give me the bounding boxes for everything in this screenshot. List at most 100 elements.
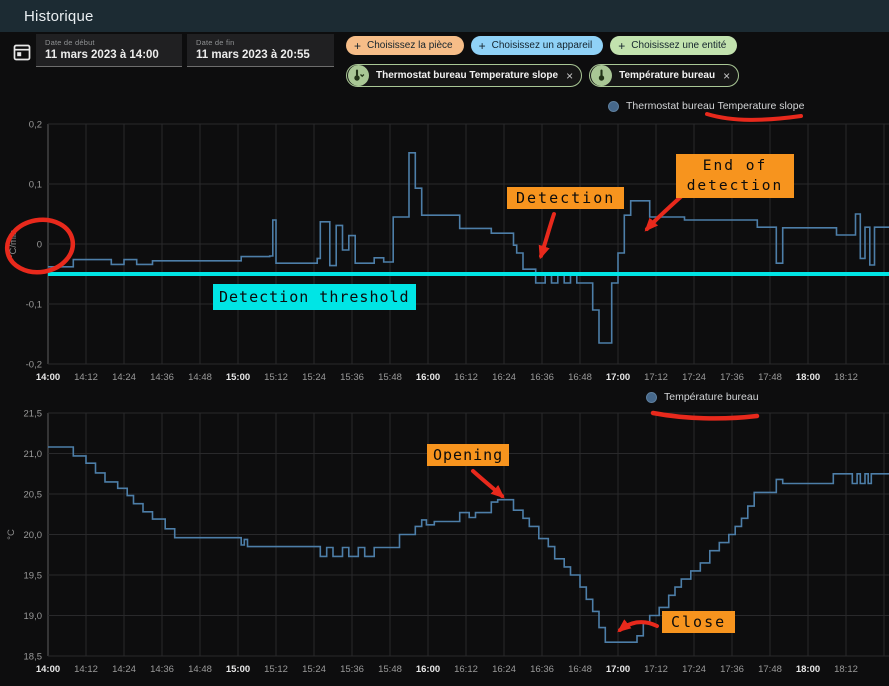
x-tick-label: 15:48 — [378, 664, 402, 675]
y-tick-label: 20,0 — [24, 530, 43, 541]
plus-icon: + — [354, 38, 362, 53]
end-date-label: Date de fin — [196, 38, 235, 47]
x-tick-label: 16:00 — [416, 372, 440, 383]
y-tick-label: 20,5 — [24, 490, 43, 501]
calendar-icon-svg — [13, 44, 31, 61]
remove-entity-icon[interactable]: × — [566, 68, 574, 83]
x-tick-label: 16:36 — [530, 372, 554, 383]
x-tick-label: 14:36 — [150, 372, 174, 383]
x-tick-label: 14:48 — [188, 664, 212, 675]
x-tick-label: 17:36 — [720, 372, 744, 383]
detection-annotation: Detection — [507, 187, 625, 209]
x-tick-label: 15:24 — [302, 664, 326, 675]
chart2-legend[interactable]: Température bureau — [646, 391, 759, 403]
x-tick-label: 16:24 — [492, 372, 516, 383]
choose-device-label: Choisissez un appareil — [491, 40, 593, 51]
x-tick-label: 14:12 — [74, 664, 98, 675]
x-tick-label: 16:12 — [454, 372, 478, 383]
y-tick-label: 21,0 — [24, 449, 43, 460]
x-tick-label: 15:36 — [340, 664, 364, 675]
plus-icon: + — [618, 38, 626, 53]
chart-line-series[interactable] — [48, 152, 889, 344]
x-tick-label: 17:24 — [682, 372, 706, 383]
x-tick-label: 17:00 — [606, 372, 630, 383]
x-tick-label: 14:00 — [36, 664, 60, 675]
x-tick-label: 16:36 — [530, 664, 554, 675]
chart1-legend-label: Thermostat bureau Temperature slope — [626, 100, 805, 112]
toolbar: Date de début 11 mars 2023 à 14:00 Date … — [0, 32, 889, 96]
y-tick-label: 0,1 — [29, 180, 42, 191]
y-tick-label: 0,2 — [29, 120, 42, 131]
x-tick-label: 15:24 — [302, 372, 326, 383]
choose-device-button[interactable]: + Choisissez un appareil — [470, 36, 604, 55]
entity-chip-row: Thermostat bureau Temperature slope × Te… — [346, 64, 740, 87]
entity-chip-label: Température bureau — [619, 70, 716, 81]
choose-area-label: Choisissez la pièce — [367, 40, 453, 51]
x-tick-label: 15:00 — [226, 372, 250, 383]
x-tick-label: 16:00 — [416, 664, 440, 675]
y-axis-title: °C — [6, 529, 17, 540]
entity-chip-temperature-bureau[interactable]: Température bureau × — [589, 64, 740, 87]
chart2-legend-label: Température bureau — [664, 391, 759, 403]
start-date-label: Date de début — [45, 38, 95, 47]
chart1-legend[interactable]: Thermostat bureau Temperature slope — [608, 100, 804, 112]
entity-chip-temperature-slope[interactable]: Thermostat bureau Temperature slope × — [346, 64, 583, 87]
detection-threshold-annotation: Detection threshold — [213, 284, 416, 310]
start-date-value: 11 mars 2023 à 14:00 — [45, 49, 159, 61]
y-tick-label: 0 — [37, 240, 42, 251]
opening-annotation: Opening — [427, 444, 510, 466]
x-tick-label: 14:24 — [112, 664, 136, 675]
page-title: Historique — [24, 7, 94, 25]
x-tick-label: 14:36 — [150, 664, 174, 675]
x-tick-label: 17:24 — [682, 664, 706, 675]
x-tick-label: 17:48 — [758, 372, 782, 383]
end-of-detection-line1: End of — [702, 158, 768, 174]
x-tick-label: 15:36 — [340, 372, 364, 383]
thermometer-icon[interactable] — [348, 65, 369, 86]
choose-area-button[interactable]: + Choisissez la pièce — [346, 36, 464, 55]
x-tick-label: 17:36 — [720, 664, 744, 675]
end-of-detection-line2: detection — [686, 178, 784, 194]
x-tick-label: 14:48 — [188, 372, 212, 383]
filter-chips: + Choisissez la pièce + Choisissez un ap… — [346, 36, 740, 87]
chart-1-plot[interactable]: 0,2 0,1 0 -0,1 -0,214:00 14:12 14:24 14:36 14:48… — [8, 120, 889, 384]
x-tick-label: 15:12 — [264, 372, 288, 383]
choose-entity-label: Choisissez une entité — [631, 40, 727, 51]
y-tick-label: 18,5 — [24, 652, 43, 663]
x-tick-label: 15:12 — [264, 664, 288, 675]
remove-entity-icon[interactable]: × — [723, 68, 731, 83]
x-tick-label: 18:00 — [796, 372, 820, 383]
thermometer-icon-svg — [598, 69, 605, 81]
legend-marker-icon — [646, 391, 657, 403]
x-tick-label: 17:12 — [644, 372, 668, 383]
end-of-detection-annotation: End of detection — [676, 154, 794, 198]
y-tick-label: 19,0 — [24, 611, 43, 622]
end-date-field[interactable]: Date de fin 11 mars 2023 à 20:55 — [187, 34, 334, 67]
y-tick-label: -0,2 — [26, 360, 42, 371]
picker-chip-row: + Choisissez la pièce + Choisissez un ap… — [346, 36, 739, 55]
x-tick-label: 18:00 — [796, 664, 820, 675]
choose-entity-button[interactable]: + Choisissez une entité — [610, 36, 738, 55]
chart-line-series[interactable] — [48, 446, 889, 643]
start-date-field[interactable]: Date de début 11 mars 2023 à 14:00 — [36, 34, 182, 67]
x-tick-label: 14:24 — [112, 372, 136, 383]
x-tick-label: 17:00 — [606, 664, 630, 675]
calendar-icon[interactable] — [9, 39, 35, 65]
x-tick-label: 15:48 — [378, 372, 402, 383]
end-date-value: 11 mars 2023 à 20:55 — [196, 49, 310, 61]
x-tick-label: 18:12 — [834, 372, 858, 383]
x-tick-label: 14:12 — [74, 372, 98, 383]
x-tick-label: 16:12 — [454, 664, 478, 675]
app-header: Historique — [0, 0, 889, 32]
y-tick-label: -0,1 — [26, 300, 42, 311]
y-axis-title: °C/min — [8, 230, 19, 259]
thermometer-icon-svg — [354, 69, 365, 81]
x-tick-label: 15:00 — [226, 664, 250, 675]
close-annotation: Close — [662, 611, 736, 633]
plus-icon: + — [478, 38, 486, 53]
x-tick-label: 17:48 — [758, 664, 782, 675]
x-tick-label: 17:12 — [644, 664, 668, 675]
y-tick-label: 21,5 — [24, 409, 43, 420]
legend-marker-icon — [608, 100, 619, 112]
